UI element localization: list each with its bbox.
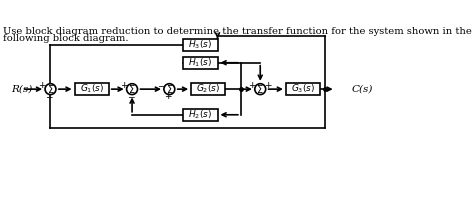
Text: +: + (164, 92, 172, 101)
Text: $H_3(s)$: $H_3(s)$ (189, 39, 212, 51)
Text: $G_1(s)$: $G_1(s)$ (80, 83, 104, 95)
Text: +: + (248, 81, 255, 90)
FancyBboxPatch shape (183, 57, 218, 69)
Text: Use block diagram reduction to determine the transfer function for the system sh: Use block diagram reduction to determine… (3, 27, 472, 36)
Text: following block diagram.: following block diagram. (3, 34, 128, 43)
Text: $\Sigma$: $\Sigma$ (256, 83, 264, 95)
Text: +: + (264, 81, 272, 90)
FancyBboxPatch shape (191, 83, 225, 95)
FancyBboxPatch shape (183, 109, 218, 121)
Text: $G_3(s)$: $G_3(s)$ (291, 83, 315, 95)
Text: −: − (157, 81, 164, 90)
Text: $H_1(s)$: $H_1(s)$ (189, 57, 212, 69)
Circle shape (45, 84, 56, 95)
Circle shape (127, 84, 137, 95)
Circle shape (164, 84, 175, 95)
FancyBboxPatch shape (74, 83, 109, 95)
Circle shape (255, 84, 265, 95)
Text: +: + (38, 81, 46, 90)
Text: $G_2(s)$: $G_2(s)$ (196, 83, 220, 95)
FancyBboxPatch shape (286, 83, 320, 95)
Text: $\Sigma$: $\Sigma$ (128, 83, 136, 95)
Text: R(s): R(s) (12, 85, 33, 94)
Text: $\Sigma$: $\Sigma$ (165, 83, 173, 95)
Text: −: − (45, 92, 53, 101)
Text: C(s): C(s) (351, 85, 373, 94)
Text: $H_2(s)$: $H_2(s)$ (189, 109, 212, 121)
FancyBboxPatch shape (183, 39, 218, 51)
Text: +: + (120, 81, 127, 90)
Text: $\Sigma$: $\Sigma$ (47, 83, 55, 95)
Text: −: − (127, 92, 134, 101)
